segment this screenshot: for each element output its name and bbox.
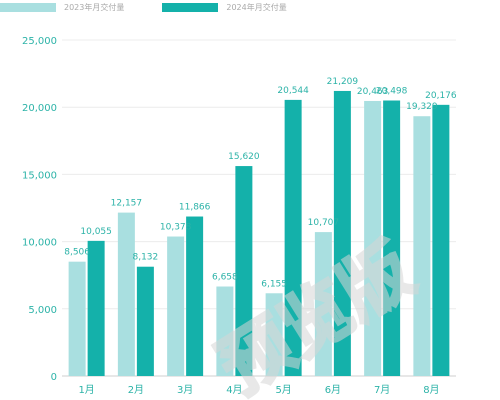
bar-2024-7 (383, 100, 401, 376)
legend: 2023年月交付量 2024年月交付量 (0, 0, 325, 14)
x-tick-label: 1月 (78, 384, 94, 396)
legend-label-2024: 2024年月交付量 (226, 2, 287, 12)
data-label-2023-5: 6,155 (261, 279, 287, 289)
legend-swatch-2024 (162, 2, 219, 12)
legend-item-2023: 2023年月交付量 (0, 2, 124, 13)
bar-2024-3 (186, 216, 204, 376)
data-labels: 8,506 10,055 12,157 8,132 10,378 11,866 6,658 1… (64, 77, 457, 289)
bar-2023-2 (117, 212, 135, 376)
bar-2023-1 (68, 261, 86, 376)
bar-2024-8 (432, 104, 450, 376)
data-label-2023-4: 6,658 (212, 273, 238, 283)
x-tick-label: 7月 (374, 384, 390, 396)
data-label-2023-2: 12,157 (111, 199, 143, 209)
y-tick-label: 15,000 (22, 170, 57, 181)
legend-label-2023: 2023年月交付量 (64, 2, 125, 12)
data-label-2024-4: 15,620 (228, 152, 260, 162)
data-label-2024-1: 10,055 (80, 227, 112, 237)
legend-swatch-2023 (0, 2, 56, 12)
data-label-2023-6: 10,707 (308, 218, 340, 228)
x-tick-label: 2月 (128, 384, 144, 396)
data-label-2023-8: 19,329 (406, 102, 438, 112)
bars (68, 90, 450, 377)
bar-2024-1 (87, 240, 105, 376)
data-label-2023-7: 20,463 (357, 87, 389, 97)
data-label-2024-6: 21,209 (327, 77, 359, 87)
bar-2024-6 (333, 90, 351, 376)
y-tick-label: 25,000 (22, 36, 57, 47)
axis-labels: 0 5,000 10,000 15,000 20,000 25,000 1月 2月 3月 4月 5月… (22, 36, 440, 396)
bar-2024-4 (235, 166, 253, 376)
data-label-2024-2: 8,132 (132, 253, 158, 263)
x-tick-label: 3月 (177, 384, 193, 396)
data-label-2024-5: 20,544 (277, 86, 309, 96)
y-tick-label: 5,000 (28, 305, 57, 316)
bar-2024-2 (136, 266, 154, 376)
data-label-2024-3: 11,866 (179, 203, 211, 213)
legend-item-2024: 2024年月交付量 (162, 2, 287, 13)
data-label-2024-8: 20,176 (425, 91, 457, 101)
x-tick-label: 5月 (275, 384, 291, 396)
bar-2023-3 (167, 236, 185, 376)
bar-2024-5 (284, 99, 302, 376)
bar-2023-6 (314, 232, 332, 376)
x-tick-label: 6月 (325, 384, 341, 396)
x-tick-label: 4月 (226, 384, 242, 396)
y-tick-label: 20,000 (22, 103, 57, 114)
data-label-2024-7: 20,498 (376, 87, 408, 97)
bar-2023-5 (265, 293, 283, 376)
y-tick-label: 10,000 (22, 238, 57, 249)
bar-2023-7 (364, 100, 382, 376)
bar-2023-8 (413, 116, 431, 377)
data-label-2023-1: 8,506 (64, 248, 90, 258)
data-label-2023-3: 10,378 (160, 223, 192, 233)
y-tick-label: 0 (51, 372, 57, 383)
bar-2023-4 (216, 286, 234, 376)
x-tick-label: 8月 (423, 384, 439, 396)
